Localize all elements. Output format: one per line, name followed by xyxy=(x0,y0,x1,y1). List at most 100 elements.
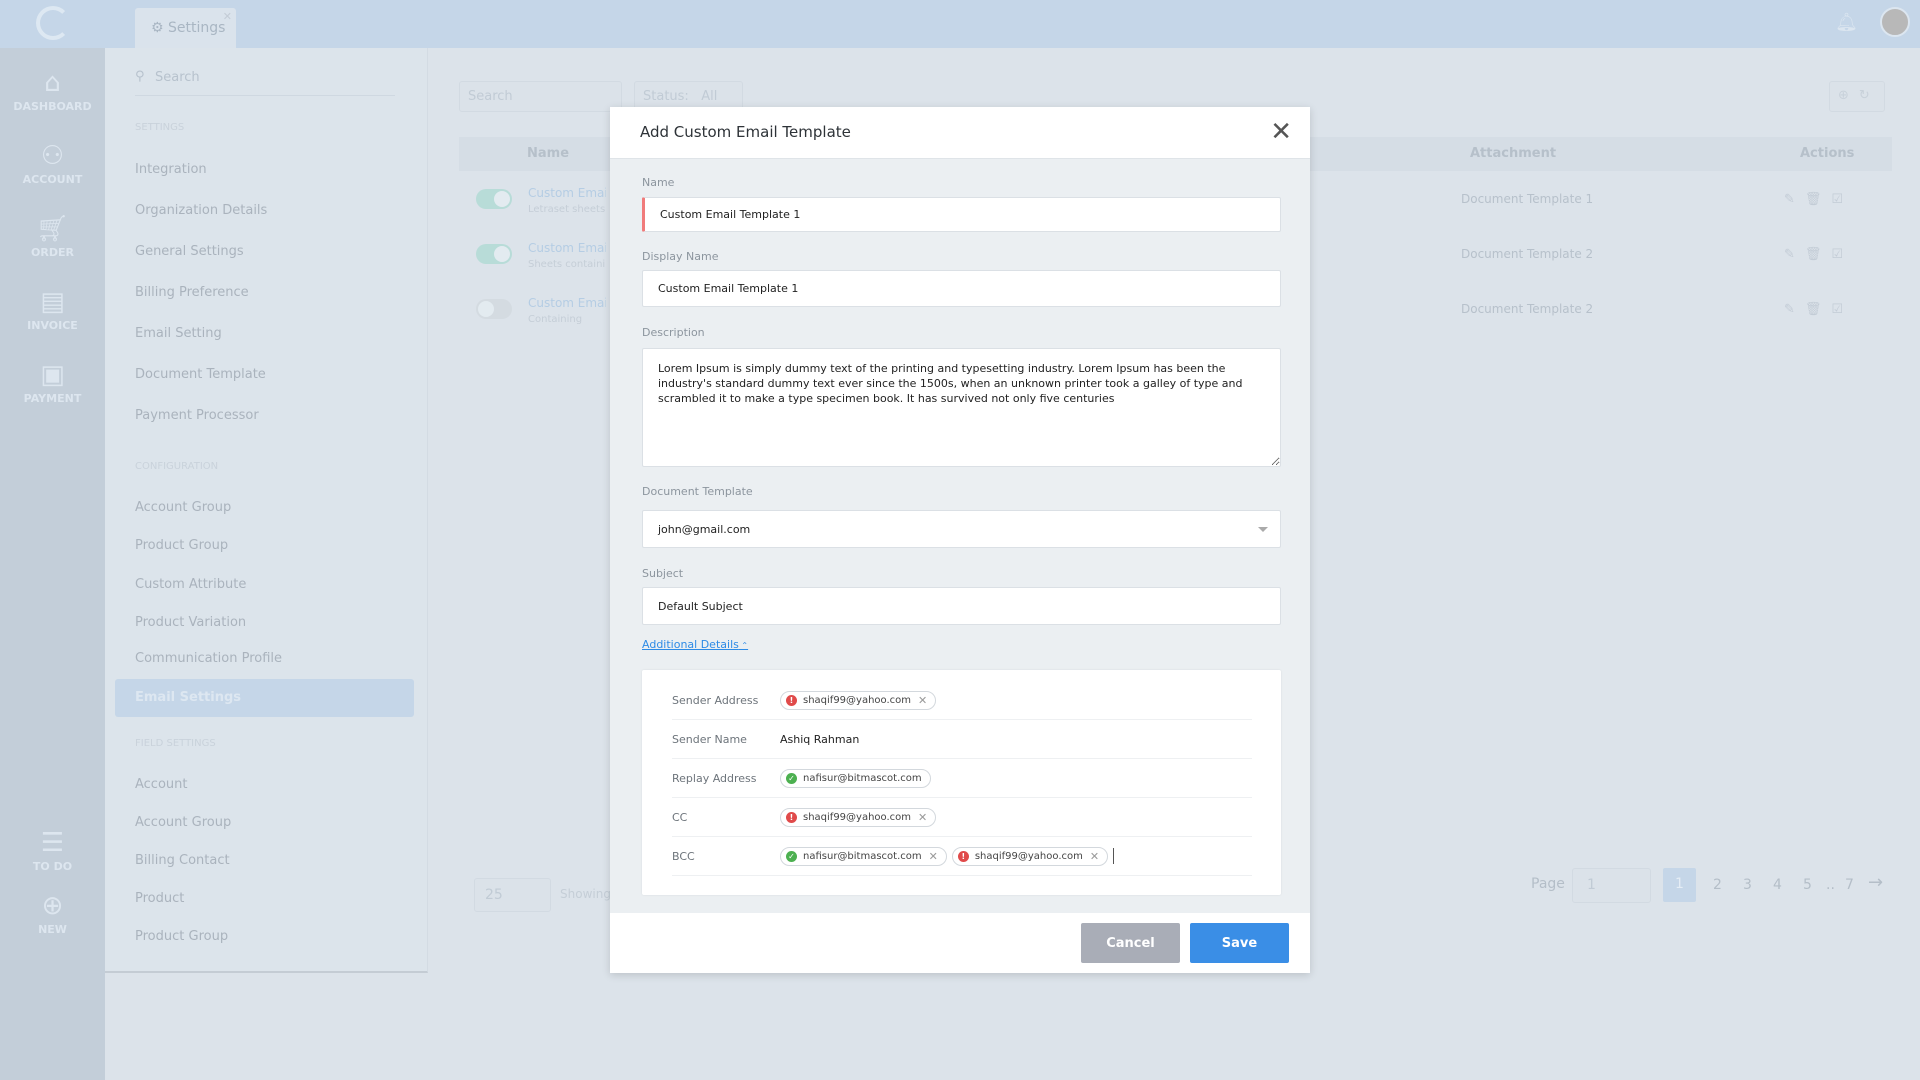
sidebar-item-billing-preference[interactable]: Billing Preference xyxy=(135,285,249,300)
modal-header: Add Custom Email Template ✕ xyxy=(610,107,1310,159)
showing-text: Showing xyxy=(560,887,611,901)
wallet-icon: ▣ xyxy=(40,360,65,390)
sidebar-item-custom-attribute[interactable]: Custom Attribute xyxy=(135,577,247,592)
app-logo[interactable] xyxy=(36,6,70,40)
nav-label: PAYMENT xyxy=(23,392,82,405)
list-search-input[interactable]: Search xyxy=(459,81,622,112)
edit-icon[interactable]: ✎ xyxy=(1784,192,1805,207)
settings-search-input[interactable]: ⚲ Search xyxy=(135,66,395,96)
row-attachment: Document Template 1 xyxy=(1461,192,1594,206)
sidebar-item-product-variation[interactable]: Product Variation xyxy=(135,615,247,630)
per-page-select[interactable]: 25 xyxy=(474,878,551,912)
page-1[interactable]: 1 xyxy=(1663,868,1696,902)
nav-new[interactable]: ⊕ NEW xyxy=(0,891,105,936)
nav-label: NEW xyxy=(38,923,67,936)
sidebar-item-email-settings[interactable]: Email Settings xyxy=(115,679,414,717)
name-field[interactable]: Custom Email Template 1 xyxy=(642,197,1281,232)
bcc-label: BCC xyxy=(672,849,695,863)
edit-icon[interactable]: ✎ xyxy=(1784,302,1805,317)
sidebar-item-product[interactable]: Product xyxy=(135,891,185,906)
sidebar-item-organization-details[interactable]: Organization Details xyxy=(135,203,268,218)
cancel-button[interactable]: Cancel xyxy=(1081,923,1180,963)
description-textarea[interactable]: Lorem Ipsum is simply dummy text of the … xyxy=(642,348,1281,467)
sidebar-item-account-group-field[interactable]: Account Group xyxy=(135,815,232,830)
row-name[interactable]: Custom Email Template 2 xyxy=(528,241,606,255)
trash-icon[interactable]: 🗑︎ xyxy=(1804,302,1832,317)
tab-settings[interactable]: ⚙ Settings ✕ xyxy=(135,8,236,48)
nav-order[interactable]: 🛒︎ ORDER xyxy=(0,214,105,259)
status-filter-select[interactable]: Status: All xyxy=(634,81,743,112)
remove-chip-icon[interactable]: ✕ xyxy=(1089,849,1100,863)
subject-field[interactable]: Default Subject xyxy=(642,587,1281,625)
replay-address-label: Replay Address xyxy=(672,771,757,785)
modal-footer: Cancel Save xyxy=(610,913,1310,973)
sidebar-item-communication-profile[interactable]: Communication Profile xyxy=(135,651,283,666)
chip-email: shaqif99@yahoo.com xyxy=(974,850,1083,862)
page-4[interactable]: 4 xyxy=(1773,877,1782,893)
trash-icon[interactable]: 🗑︎ xyxy=(1804,247,1832,262)
add-icon[interactable]: ⊕ xyxy=(1838,88,1859,103)
section-title: CONFIGURATION xyxy=(135,461,219,472)
check-icon: ✓ xyxy=(786,772,797,784)
document-template-select[interactable]: john@gmail.com xyxy=(642,510,1281,548)
sidebar-item-product-group-field[interactable]: Product Group xyxy=(135,929,229,944)
cart-icon: 🛒︎ xyxy=(35,214,69,244)
row-name[interactable]: Custom Email Template 1 xyxy=(528,186,606,200)
page-7[interactable]: 7 xyxy=(1845,877,1854,893)
email-chip[interactable]: ! shaqif99@yahoo.com ✕ xyxy=(780,690,937,710)
sidebar-item-account[interactable]: Account xyxy=(135,777,188,792)
page-5[interactable]: 5 xyxy=(1803,877,1812,893)
main-nav-rail: ⌂ DASHBOARD ⚇ ACCOUNT 🛒︎ ORDER ▤ INVOICE ▣ PA… xyxy=(0,48,105,1080)
enable-toggle[interactable] xyxy=(476,189,512,209)
additional-details-toggle[interactable]: Additional Details ⌃ xyxy=(642,638,748,651)
sidebar-item-email-setting[interactable]: Email Setting xyxy=(135,326,222,341)
remove-chip-icon[interactable]: ✕ xyxy=(918,810,928,824)
email-check-icon[interactable]: ☑ xyxy=(1831,192,1854,207)
bcc-input-cursor[interactable] xyxy=(1113,848,1115,864)
nav-dashboard[interactable]: ⌂ DASHBOARD xyxy=(0,68,105,113)
enable-toggle[interactable] xyxy=(476,299,512,319)
page-2[interactable]: 2 xyxy=(1713,877,1722,893)
settings-sidebar: ⚲ Search SETTINGS Integration Organizatio… xyxy=(105,48,428,973)
user-icon: ⚇ xyxy=(40,141,65,171)
edit-icon[interactable]: ✎ xyxy=(1784,247,1805,262)
gear-icon: ⚙ xyxy=(151,20,164,36)
sidebar-item-payment-processor[interactable]: Payment Processor xyxy=(135,408,259,423)
enable-toggle[interactable] xyxy=(476,244,512,264)
nav-account[interactable]: ⚇ ACCOUNT xyxy=(0,141,105,186)
page-3[interactable]: 3 xyxy=(1743,877,1752,893)
sender-name-value[interactable]: Ashiq Rahman xyxy=(780,732,860,746)
document-template-label: Document Template xyxy=(642,485,753,498)
email-chip[interactable]: ✓ nafisur@bitmascot.com ✕ xyxy=(780,846,947,866)
remove-chip-icon[interactable]: ✕ xyxy=(918,693,928,707)
email-chip[interactable]: ! shaqif99@yahoo.com ✕ xyxy=(780,807,937,827)
page-select[interactable]: 1 xyxy=(1572,868,1651,903)
next-page-arrow-icon[interactable]: → xyxy=(1868,872,1884,893)
sidebar-item-billing-contact[interactable]: Billing Contact xyxy=(135,853,230,868)
close-icon[interactable]: ✕ xyxy=(1270,117,1292,147)
sidebar-item-document-template[interactable]: Document Template xyxy=(135,367,266,382)
nav-label: TO DO xyxy=(32,860,73,873)
save-button[interactable]: Save xyxy=(1190,923,1289,963)
subject-label: Subject xyxy=(642,567,684,580)
close-tab-icon[interactable]: ✕ xyxy=(222,10,232,23)
email-check-icon[interactable]: ☑ xyxy=(1831,302,1854,317)
avatar[interactable] xyxy=(1880,7,1910,37)
sidebar-item-general-settings[interactable]: General Settings xyxy=(135,244,244,259)
email-chip[interactable]: ! shaqif99@yahoo.com ✕ xyxy=(951,846,1109,866)
display-name-field[interactable]: Custom Email Template 1 xyxy=(642,270,1281,307)
sidebar-item-integration[interactable]: Integration xyxy=(135,162,207,177)
refresh-icon[interactable]: ↻ xyxy=(1858,88,1880,103)
row-name[interactable]: Custom Email Template 3 xyxy=(528,296,606,310)
row-sub: Letraset sheets containing xyxy=(528,204,606,215)
sidebar-item-account-group[interactable]: Account Group xyxy=(135,500,232,515)
nav-invoice[interactable]: ▤ INVOICE xyxy=(0,287,105,332)
bell-icon[interactable]: 🔔︎ xyxy=(1835,12,1858,33)
remove-chip-icon[interactable]: ✕ xyxy=(928,849,938,863)
nav-todo[interactable]: ☰ TO DO xyxy=(0,828,105,873)
email-chip[interactable]: ✓ nafisur@bitmascot.com xyxy=(780,768,931,788)
email-check-icon[interactable]: ☑ xyxy=(1831,247,1854,262)
sidebar-item-product-group[interactable]: Product Group xyxy=(135,538,229,553)
nav-payment[interactable]: ▣ PAYMENT xyxy=(0,360,105,405)
trash-icon[interactable]: 🗑︎ xyxy=(1804,192,1832,207)
